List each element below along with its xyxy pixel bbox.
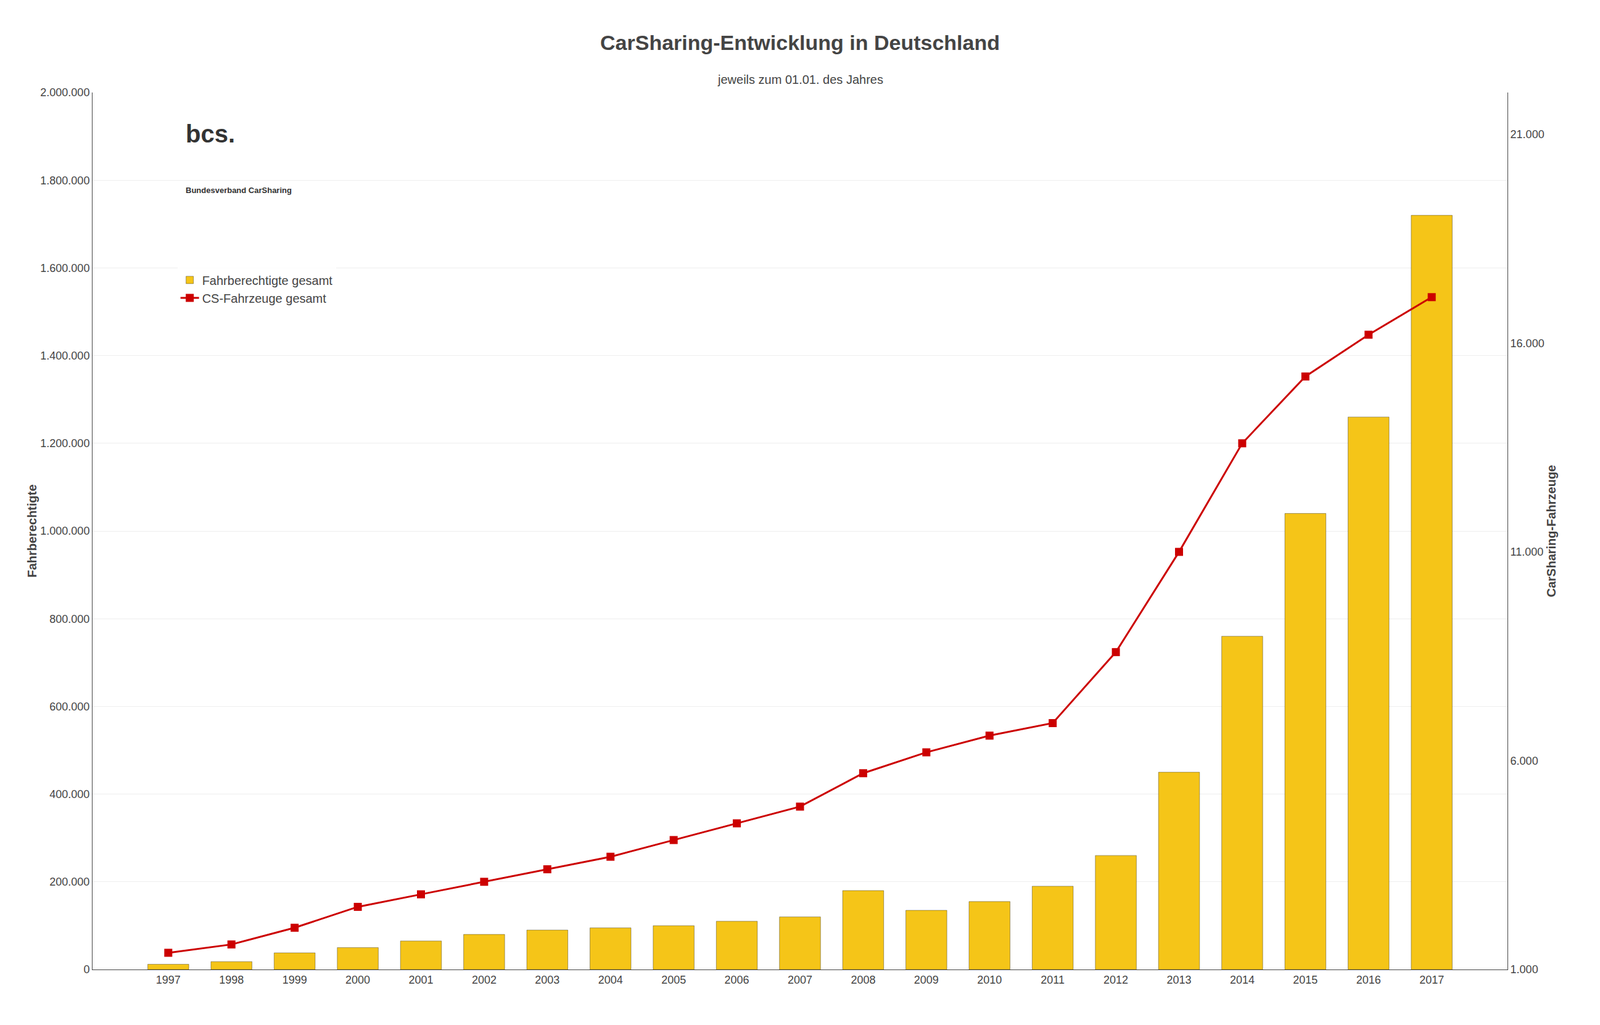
svg-text:2010: 2010 [977,973,1002,987]
svg-text:2001: 2001 [408,973,433,987]
svg-text:2015: 2015 [1292,973,1318,987]
svg-text:1999: 1999 [282,973,308,987]
svg-text:1997: 1997 [156,973,181,987]
svg-text:6.000: 6.000 [1510,754,1539,768]
svg-text:2013: 2013 [1166,973,1192,987]
svg-text:CarSharing-Entwicklung in Deut: CarSharing-Entwicklung in Deutschland [600,30,1000,55]
svg-text:2006: 2006 [724,973,750,987]
svg-text:CS-Fahrzeuge gesamt: CS-Fahrzeuge gesamt [202,291,327,306]
svg-text:400.000: 400.000 [49,788,90,801]
svg-text:2011: 2011 [1040,973,1065,987]
svg-text:2002: 2002 [471,973,497,987]
svg-text:16.000: 16.000 [1510,337,1545,350]
svg-text:bcs.: bcs. [185,120,236,148]
svg-text:1998: 1998 [218,973,244,987]
svg-text:jeweils zum 01.01. des Jahres: jeweils zum 01.01. des Jahres [717,72,884,87]
svg-text:1.000.000: 1.000.000 [40,524,90,538]
svg-text:2016: 2016 [1356,973,1382,987]
svg-text:2004: 2004 [598,973,623,987]
svg-text:Fahrberechtigte: Fahrberechtigte [25,484,39,578]
svg-text:2.000.000: 2.000.000 [40,86,90,99]
svg-text:Bundesverband CarSharing: Bundesverband CarSharing [185,185,292,195]
svg-text:2005: 2005 [661,973,686,987]
svg-text:2017: 2017 [1419,973,1444,987]
svg-text:2000: 2000 [345,973,371,987]
svg-text:21.000: 21.000 [1510,128,1545,141]
svg-text:800.000: 800.000 [49,613,90,626]
svg-text:2014: 2014 [1229,973,1255,987]
svg-text:2003: 2003 [534,973,560,987]
svg-text:1.000: 1.000 [1510,963,1539,976]
svg-text:1.400.000: 1.400.000 [40,349,90,363]
svg-text:2012: 2012 [1103,973,1129,987]
svg-text:1.600.000: 1.600.000 [40,262,90,275]
svg-text:1.800.000: 1.800.000 [40,174,90,187]
svg-text:Fahrberechtigte gesamt: Fahrberechtigte gesamt [202,273,334,288]
svg-text:2009: 2009 [914,973,939,987]
svg-text:CarSharing-Fahrzeuge: CarSharing-Fahrzeuge [1544,465,1559,598]
svg-text:600.000: 600.000 [49,700,90,714]
svg-text:200.000: 200.000 [49,875,90,889]
svg-text:2008: 2008 [850,973,876,987]
svg-text:1.200.000: 1.200.000 [40,437,90,450]
svg-text:0: 0 [83,963,90,976]
svg-text:2007: 2007 [787,973,813,987]
svg-text:11.000: 11.000 [1510,545,1544,559]
